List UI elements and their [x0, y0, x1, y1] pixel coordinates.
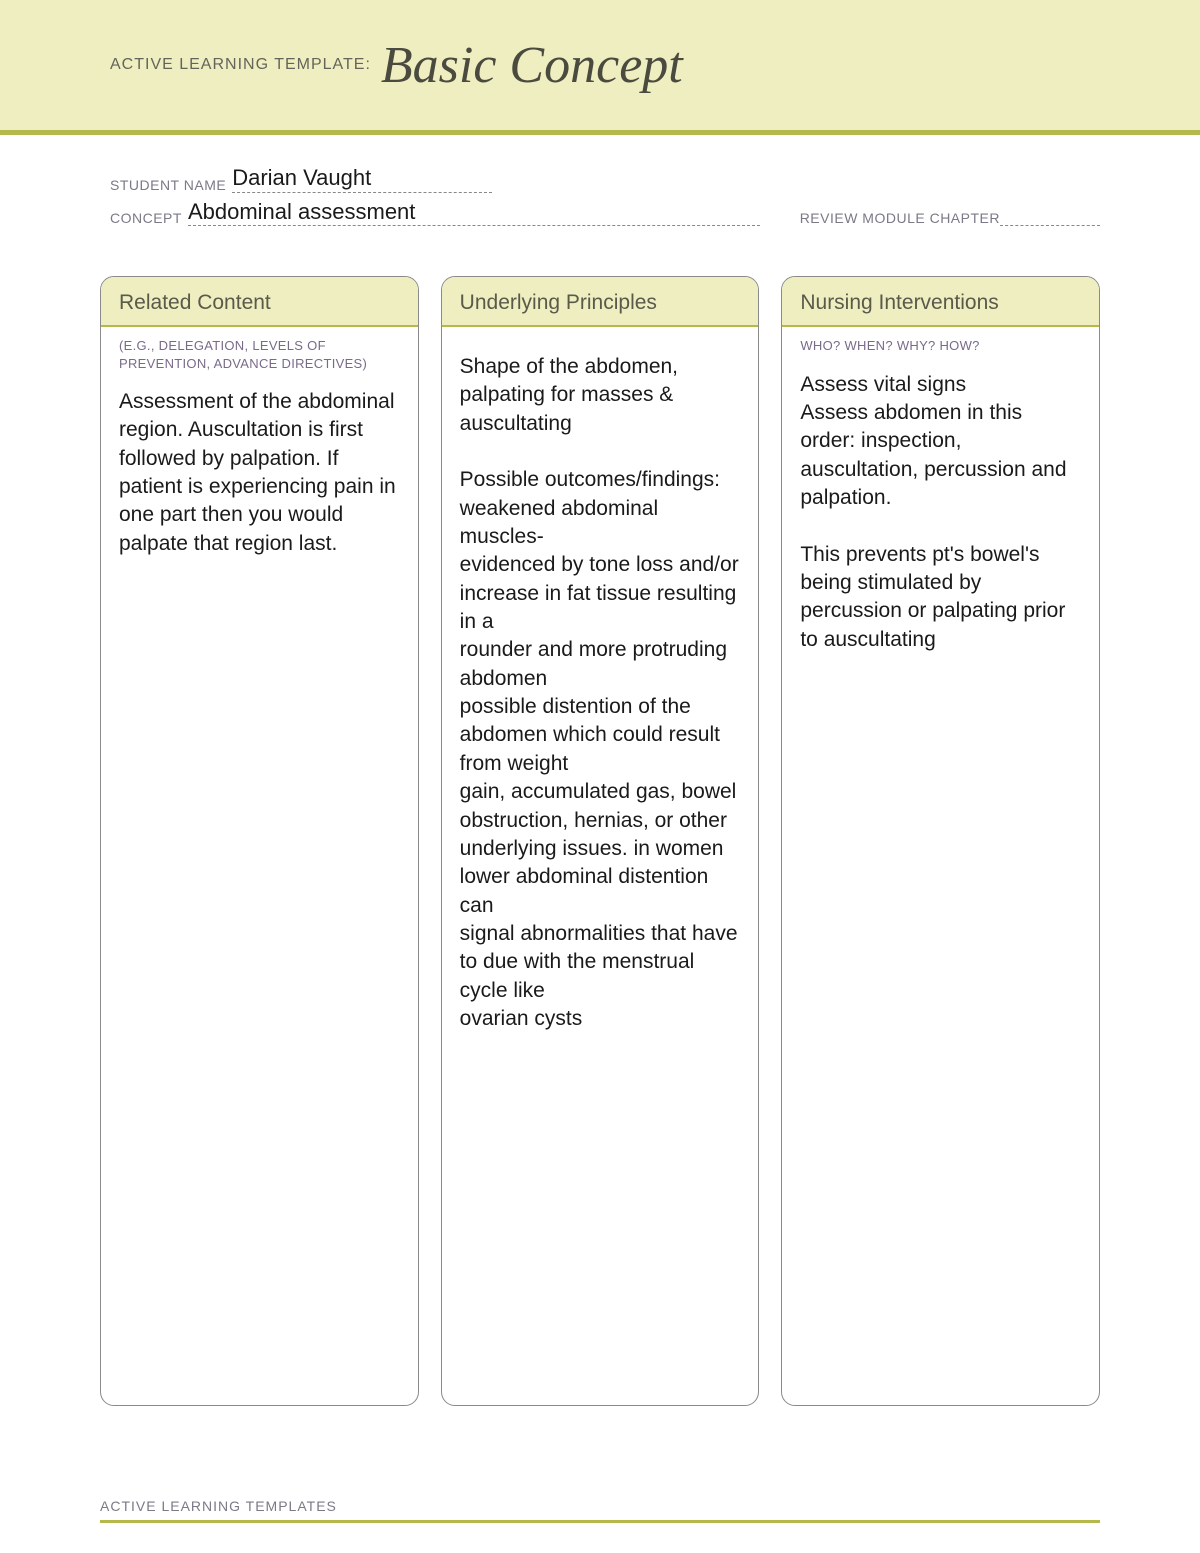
review-module-label: REVIEW MODULE CHAPTER — [800, 210, 1000, 226]
column-subtitle — [442, 327, 759, 337]
column-title: Nursing Interventions — [782, 277, 1099, 327]
column-body: Assess vital signs Assess abdomen in thi… — [782, 355, 1099, 670]
footer: ACTIVE LEARNING TEMPLATES — [100, 1498, 1100, 1523]
meta-block: STUDENT NAME Darian Vaught CONCEPT Abdom… — [0, 135, 1200, 226]
column-title: Underlying Principles — [442, 277, 759, 327]
concept-value: Abdominal assessment — [188, 199, 760, 226]
review-module-value — [1000, 208, 1100, 226]
column-title: Related Content — [101, 277, 418, 327]
columns-container: Related Content (E.G., DELEGATION, LEVEL… — [0, 226, 1200, 1406]
column-subtitle: (E.G., DELEGATION, LEVELS OF PREVENTION,… — [101, 327, 418, 372]
column-body: Assessment of the abdominal region. Ausc… — [101, 372, 418, 574]
student-name-row: STUDENT NAME Darian Vaught — [110, 165, 1100, 193]
column-underlying-principles: Underlying Principles Shape of the abdom… — [441, 276, 760, 1406]
concept-label: CONCEPT — [110, 210, 182, 226]
column-nursing-interventions: Nursing Interventions WHO? WHEN? WHY? HO… — [781, 276, 1100, 1406]
column-subtitle: WHO? WHEN? WHY? HOW? — [782, 327, 1099, 355]
header-title: Basic Concept — [381, 36, 683, 95]
column-related-content: Related Content (E.G., DELEGATION, LEVEL… — [100, 276, 419, 1406]
student-name-label: STUDENT NAME — [110, 177, 226, 193]
footer-text: ACTIVE LEARNING TEMPLATES — [100, 1498, 337, 1514]
header-band: ACTIVE LEARNING TEMPLATE: Basic Concept — [0, 0, 1200, 130]
student-name-value: Darian Vaught — [232, 165, 492, 193]
concept-row: CONCEPT Abdominal assessment REVIEW MODU… — [110, 199, 1100, 226]
column-body: Shape of the abdomen, palpating for mass… — [442, 337, 759, 1049]
header-prefix: ACTIVE LEARNING TEMPLATE: — [110, 56, 371, 74]
